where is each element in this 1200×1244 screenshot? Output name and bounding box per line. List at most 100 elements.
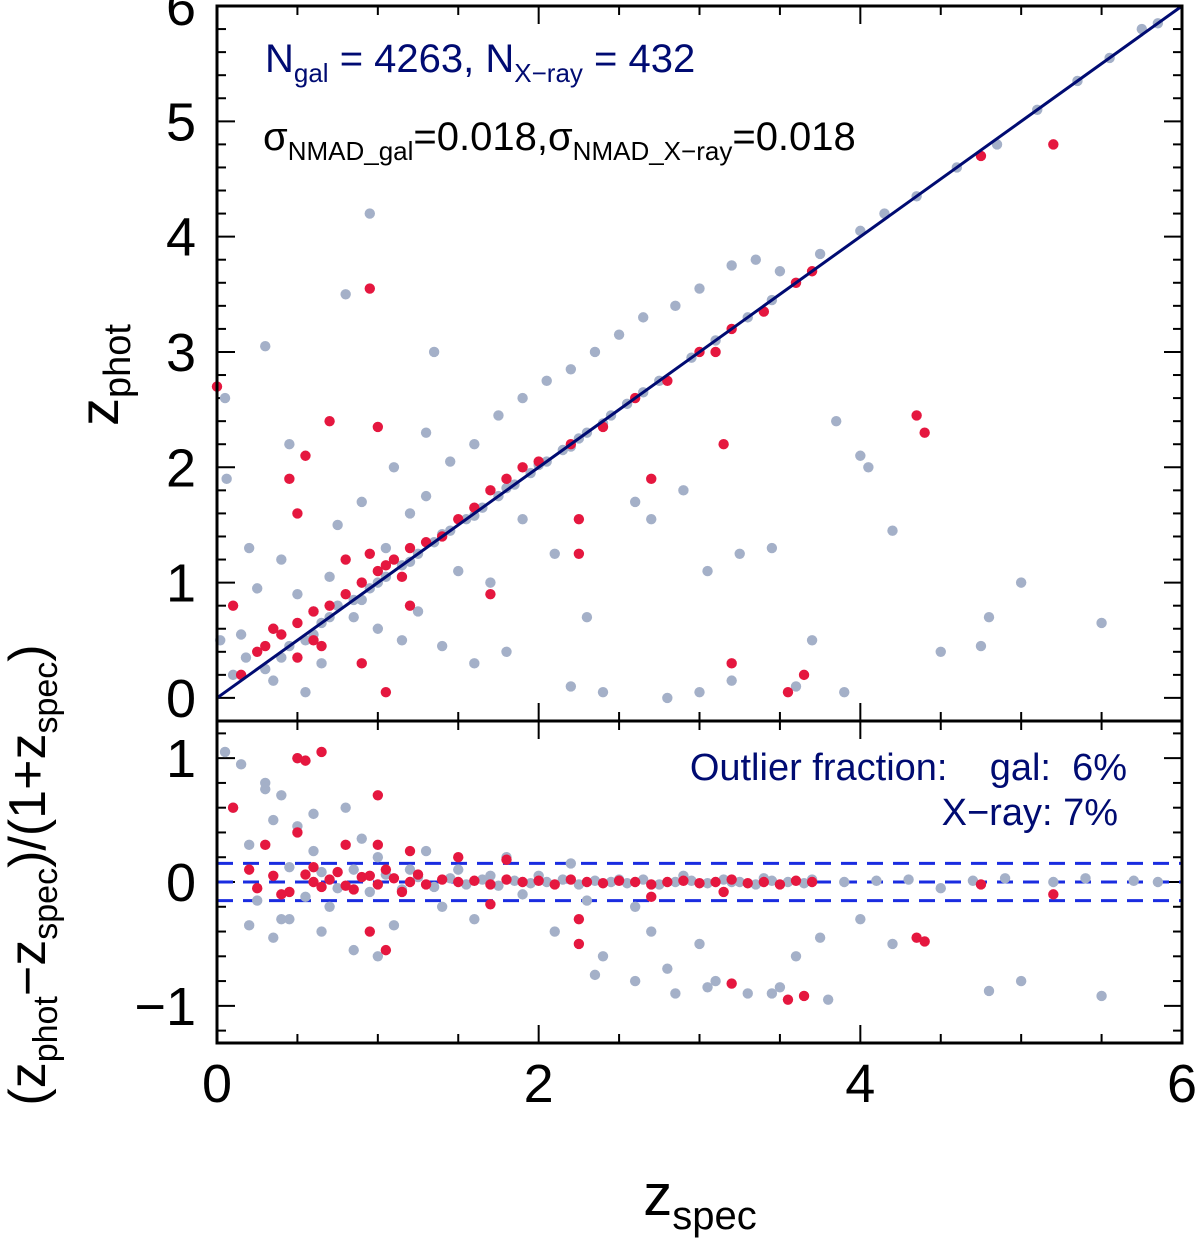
galaxy-point <box>613 329 625 340</box>
ylabel-part-6: ) <box>0 644 57 661</box>
xray-point <box>678 875 689 886</box>
xray-point <box>340 554 351 565</box>
xray-point <box>356 871 367 883</box>
galaxy-point <box>235 629 247 640</box>
xray-point <box>501 874 512 885</box>
xray-point <box>404 876 416 888</box>
galaxy-point <box>887 938 898 950</box>
xray-point <box>565 874 577 885</box>
xray-point <box>372 565 384 577</box>
sigma-xray-sub: NMAD_X−ray <box>573 136 733 166</box>
bottom-y-axis-label: (zphot−zspec)/(1+zspec) <box>0 644 65 1105</box>
galaxy-point <box>453 864 464 875</box>
galaxy-point <box>581 895 593 906</box>
xray-point <box>364 283 375 294</box>
galaxy-point <box>356 833 367 844</box>
xray-point <box>292 652 303 663</box>
galaxy-point <box>597 951 609 962</box>
galaxy-point <box>863 462 874 473</box>
xray-point <box>485 899 496 910</box>
galaxy-point <box>388 920 400 931</box>
xray-point <box>718 439 729 450</box>
galaxy-point <box>782 876 794 888</box>
sigma-xray-rest: =0.018 <box>732 115 855 159</box>
galaxy-point <box>1015 975 1027 987</box>
xray-point <box>268 870 279 882</box>
galaxy-point <box>445 456 456 467</box>
galaxy-point <box>702 982 713 993</box>
galaxy-point <box>340 802 351 813</box>
galaxy-point <box>678 485 689 496</box>
xray-point <box>646 473 657 485</box>
xray-point <box>662 876 673 888</box>
xray-point <box>356 577 367 588</box>
xray-point <box>300 755 311 766</box>
ylabel-part-5: spec <box>27 662 65 734</box>
galaxy-point <box>428 346 440 358</box>
galaxy-point <box>276 554 287 565</box>
y-tick-label: 5 <box>166 92 196 152</box>
galaxy-point <box>316 866 327 878</box>
xray-point <box>597 878 609 889</box>
xray-point <box>485 485 496 496</box>
xray-point <box>284 886 295 898</box>
x-tick-labels: 0 2 4 6 <box>202 1054 1197 1114</box>
galaxy-point <box>284 439 295 450</box>
sigma-xray: σ <box>548 115 573 159</box>
xray-point <box>308 606 319 617</box>
galaxy-point <box>332 882 343 894</box>
galaxy-point <box>589 346 601 358</box>
galaxy-point <box>517 392 528 404</box>
galaxy-point <box>871 875 882 886</box>
galaxy-point <box>525 878 536 889</box>
galaxy-point <box>284 913 295 925</box>
sigma-gal-sub: NMAD_gal <box>288 136 414 166</box>
xray-point <box>919 936 930 947</box>
galaxy-point <box>967 875 979 886</box>
xray-point <box>726 658 737 669</box>
galaxy-point <box>589 969 601 981</box>
galaxy-point <box>396 635 408 646</box>
galaxy-point <box>734 876 745 888</box>
galaxy-point <box>766 542 778 554</box>
bottom-scatter-points <box>219 746 1164 1005</box>
xray-point <box>726 978 737 989</box>
xray-point <box>372 839 384 851</box>
galaxy-point <box>308 808 319 820</box>
xray-point <box>975 879 987 890</box>
xray-point <box>316 640 327 652</box>
xray-point <box>573 913 585 925</box>
galaxy-point <box>219 392 231 404</box>
galaxy-point <box>1080 873 1091 884</box>
xray-point <box>549 879 560 890</box>
xray-point <box>340 880 351 891</box>
xray-point <box>316 881 327 893</box>
y-tick-label: 6 <box>166 0 196 37</box>
xray-point <box>316 746 327 758</box>
galaxy-point <box>670 300 681 312</box>
bottom-panel-frame <box>215 719 1184 1045</box>
galaxy-point <box>565 681 577 692</box>
outlier-annotation-line1: Outlier fraction: gal: 6% <box>690 747 1127 789</box>
galaxy-point <box>621 878 633 889</box>
galaxy-point <box>581 612 593 623</box>
xray-point <box>646 891 657 903</box>
xray-point <box>308 635 319 646</box>
galaxy-point <box>420 490 432 502</box>
xray-point <box>292 508 303 519</box>
x-axis-label: zspec <box>643 1163 757 1238</box>
y-tick-label: −1 <box>134 977 196 1037</box>
xray-point <box>718 886 729 898</box>
top-ylabel-sub: phot <box>97 324 139 398</box>
xray-point <box>710 876 721 888</box>
xray-point <box>300 869 311 880</box>
xray-point <box>517 462 528 473</box>
galaxy-point <box>646 513 657 525</box>
galaxy-point <box>589 875 601 886</box>
galaxy-point <box>235 759 247 770</box>
galaxy-point <box>485 577 496 588</box>
galaxy-point <box>742 988 753 999</box>
galaxy-point <box>243 542 255 554</box>
galaxy-point <box>501 646 512 658</box>
galaxy-point <box>268 675 279 686</box>
